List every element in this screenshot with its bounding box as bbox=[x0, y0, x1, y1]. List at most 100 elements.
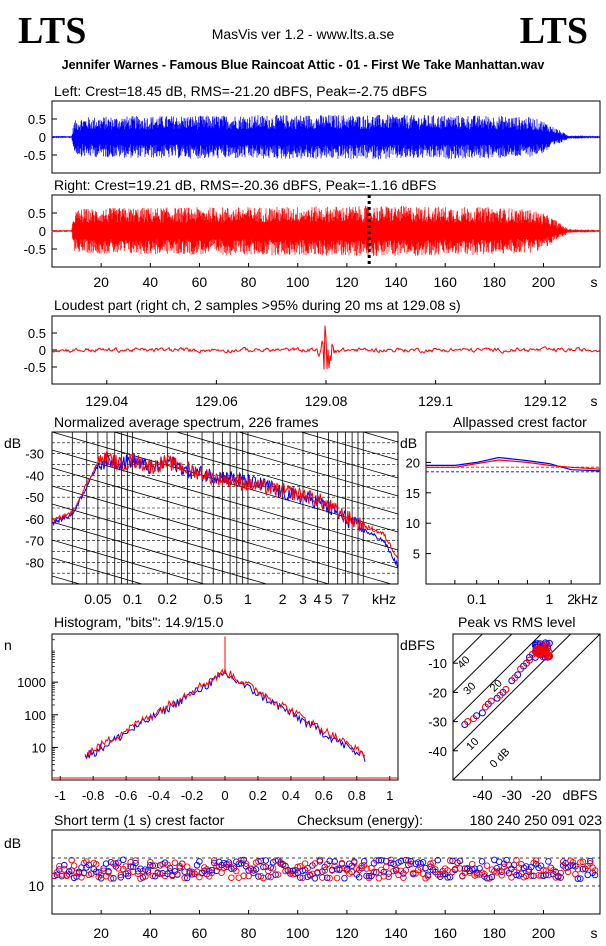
short-crest-point-right bbox=[68, 856, 75, 864]
spectrum-slope-line bbox=[52, 467, 398, 569]
peak-rms-point-right bbox=[525, 656, 533, 664]
crest-ylabel: dB bbox=[400, 435, 417, 451]
short-crest-point-right bbox=[574, 865, 582, 873]
short-crest-point-right bbox=[149, 872, 157, 880]
short-crest-point-right bbox=[513, 856, 520, 864]
short-crest-point-left bbox=[483, 874, 491, 882]
waveform-xtick-label: 160 bbox=[434, 274, 458, 290]
short-crest-point-right bbox=[274, 871, 282, 878]
short-crest-point-right bbox=[380, 873, 387, 880]
spectrum-slope-line bbox=[52, 521, 268, 584]
short-crest-point-right bbox=[144, 869, 152, 876]
loudest-ytick-label: 0 bbox=[39, 343, 46, 358]
short-crest-point-left bbox=[360, 858, 368, 865]
short-crest-point-left bbox=[365, 872, 373, 880]
short-crest-point-left bbox=[299, 867, 306, 874]
short-crest-point-right bbox=[564, 868, 572, 876]
short-crest-point-left bbox=[355, 873, 363, 881]
checksum-label: Checksum (energy): bbox=[297, 812, 423, 828]
histogram-xtick-label: -0.2 bbox=[181, 788, 203, 803]
short-crest-point-right bbox=[181, 874, 188, 882]
short-crest-point-right bbox=[105, 869, 112, 876]
peak-rms-point-right bbox=[544, 650, 552, 658]
spectrum-slope-line bbox=[112, 432, 398, 515]
waveform-xtick-label: 20 bbox=[93, 274, 109, 290]
short-crest-point-left bbox=[407, 858, 415, 865]
histogram-xtick-label: 1 bbox=[386, 788, 393, 803]
histogram-xtick-label: 0 bbox=[221, 788, 228, 803]
peak-rms-diagonal bbox=[453, 634, 513, 694]
crest-title: Allpassed crest factor bbox=[453, 414, 587, 430]
short-crest-point-right bbox=[218, 869, 225, 876]
short-crest-point-right bbox=[304, 864, 311, 872]
histogram-ytick-label: 10 bbox=[32, 740, 46, 755]
crest-frame bbox=[425, 431, 601, 585]
short-crest-point-right bbox=[228, 874, 235, 881]
short-crest-point-right bbox=[333, 874, 341, 882]
short-crest-point-right bbox=[407, 860, 415, 868]
loudest-xtick-label: 129.12 bbox=[524, 393, 567, 409]
short-crest-point-right bbox=[385, 873, 392, 881]
spectrum-slope-line bbox=[52, 557, 144, 584]
short-crest-point-right bbox=[446, 857, 454, 864]
short-crest-point-right bbox=[348, 868, 356, 876]
short-crest-point-right bbox=[338, 859, 346, 867]
peak-rms-xlabel: dBFS bbox=[562, 787, 597, 803]
histogram-xtick-label: 0.2 bbox=[249, 788, 267, 803]
short-crest-point-right bbox=[557, 869, 564, 877]
crest-xtick-label: 2 bbox=[567, 591, 575, 607]
short-crest-point-left bbox=[574, 875, 582, 882]
peak-rms-point-right bbox=[535, 645, 543, 653]
short-crest-point-right bbox=[498, 872, 505, 879]
short-crest-ytick-label: 10 bbox=[28, 878, 44, 894]
waveform-ytick-label: -0.5 bbox=[24, 242, 46, 257]
short-crest-point-right bbox=[294, 863, 301, 871]
short-crest-xtick-label: 80 bbox=[241, 925, 257, 941]
short-crest-point-right bbox=[370, 868, 378, 876]
peak-rms-ytick-label: -40 bbox=[428, 744, 447, 759]
spectrum-slope-line bbox=[52, 485, 393, 584]
short-crest-point-right bbox=[402, 867, 410, 874]
histogram-trace-right bbox=[84, 636, 366, 760]
spectrum-slope-line bbox=[52, 539, 206, 584]
spectrum-xtick-label: 2 bbox=[279, 591, 287, 607]
short-crest-point-right bbox=[373, 857, 380, 864]
short-crest-point-left bbox=[225, 859, 233, 866]
histogram-xtick-label: 0.6 bbox=[315, 788, 333, 803]
crest-ytick-label: 20 bbox=[406, 455, 420, 470]
peak-rms-ylabel: dBFS bbox=[400, 637, 435, 653]
short-crest-point-left bbox=[579, 865, 587, 873]
short-crest-point-left bbox=[208, 866, 215, 874]
short-crest-point-right bbox=[409, 869, 417, 877]
waveform-ytick-label: 0 bbox=[39, 130, 46, 145]
short-crest-point-left bbox=[513, 871, 520, 879]
spectrum-slope-line bbox=[52, 306, 398, 406]
peak-rms-diagonal-label: 0 dB bbox=[488, 746, 512, 770]
short-crest-point-right bbox=[178, 860, 186, 868]
short-crest-point-right bbox=[591, 867, 599, 874]
short-crest-point-left bbox=[260, 863, 267, 871]
crest-xunit: kHz bbox=[574, 591, 598, 607]
short-crest-point-left bbox=[181, 868, 188, 875]
short-crest-point-left bbox=[446, 873, 454, 881]
short-crest-point-right bbox=[321, 867, 329, 874]
histogram-xtick-label: -0.8 bbox=[82, 788, 104, 803]
short-crest-point-left bbox=[331, 858, 338, 865]
spectrum-trace-right bbox=[52, 451, 398, 560]
short-crest-xunit: s bbox=[591, 925, 598, 941]
loudest-ytick-label: 0.5 bbox=[28, 326, 46, 341]
short-crest-point-right bbox=[537, 872, 545, 879]
spectrum-ytick-label: -60 bbox=[25, 512, 44, 527]
short-crest-point-right bbox=[269, 865, 277, 872]
short-crest-point-left bbox=[456, 857, 464, 865]
short-crest-xtick-label: 180 bbox=[483, 925, 507, 941]
spectrum-ytick-label: -30 bbox=[25, 447, 44, 462]
peak-rms-diagonal-label: 20 bbox=[488, 677, 505, 694]
histogram-ytick-label: 1000 bbox=[17, 675, 46, 690]
short-crest-point-right bbox=[417, 864, 424, 871]
peak-rms-point-right bbox=[511, 674, 519, 682]
short-crest-point-left bbox=[147, 861, 154, 869]
short-crest-point-right bbox=[174, 871, 181, 878]
peak-rms-point-right bbox=[487, 697, 495, 705]
short-crest-point-left bbox=[434, 856, 442, 864]
